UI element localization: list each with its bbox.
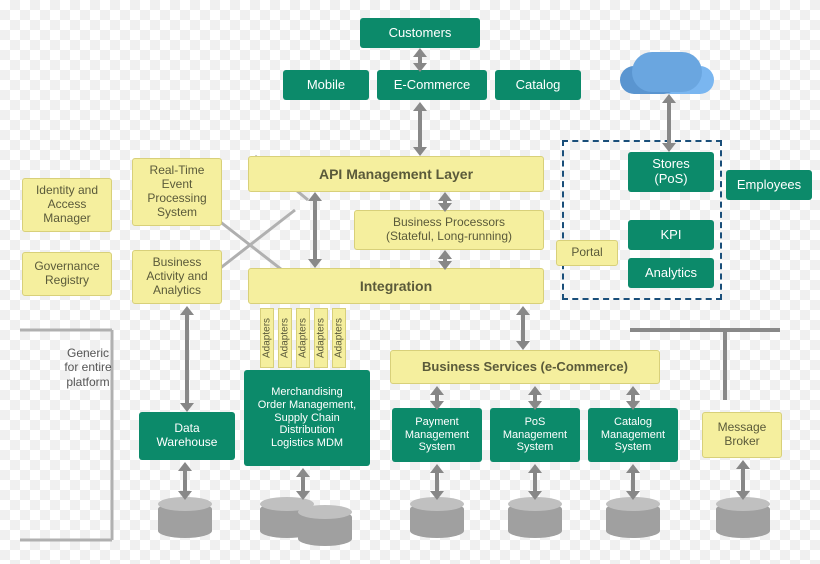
node-employees: Employees — [726, 170, 812, 200]
portal-zone — [562, 140, 722, 300]
node-api-layer: API Management Layer — [248, 156, 544, 192]
node-identity-access: Identity and Access Manager — [22, 178, 112, 232]
db-cylinder-6 — [716, 502, 770, 538]
db-cylinder-3 — [410, 502, 464, 538]
label: Message Broker — [718, 421, 767, 449]
label: Business Services (e-Commerce) — [422, 360, 628, 375]
node-message-broker: Message Broker — [702, 412, 782, 458]
node-payment-mgmt: Payment Management System — [392, 408, 482, 462]
label: E-Commerce — [394, 78, 471, 93]
label: Adapters — [280, 318, 291, 358]
node-customers: Customers — [360, 18, 480, 48]
label-generic-platform: Generic for entire platform — [48, 346, 128, 389]
db-cylinder-1 — [158, 502, 212, 538]
label: Catalog Management System — [601, 416, 665, 454]
label: Generic for entire platform — [64, 346, 111, 389]
adapter-2: Adapters — [278, 308, 292, 368]
label: Adapters — [298, 318, 309, 358]
arrow-bizproc-top — [438, 192, 452, 212]
db-cylinder-2b — [298, 510, 352, 546]
label: Portal — [571, 246, 602, 260]
arrow-srv-pay — [430, 386, 444, 410]
label: Merchandising Order Management, Supply C… — [258, 386, 356, 449]
node-mobile: Mobile — [283, 70, 369, 100]
node-catalog-mgmt: Catalog Management System — [588, 408, 678, 462]
label: Business Activity and Analytics — [146, 256, 207, 297]
label: Integration — [360, 278, 432, 294]
arrow-dw-top — [180, 306, 194, 412]
label: Real-Time Event Processing System — [147, 164, 206, 219]
node-business-services: Business Services (e-Commerce) — [390, 350, 660, 384]
label: Customers — [389, 26, 452, 41]
node-governance: Governance Registry — [22, 252, 112, 296]
node-integration: Integration — [248, 268, 544, 304]
label: Adapters — [334, 318, 345, 358]
label: Catalog — [516, 78, 561, 93]
node-business-processors: Business Processors (Stateful, Long-runn… — [354, 210, 544, 250]
arrow-srv-cat — [626, 386, 640, 410]
arrow-srv-pos — [528, 386, 542, 410]
cloud-icon — [632, 52, 702, 92]
node-ecommerce: E-Commerce — [377, 70, 487, 100]
node-realtime-event: Real-Time Event Processing System — [132, 158, 222, 226]
arrow-customers — [413, 48, 427, 72]
label: Business Processors (Stateful, Long-runn… — [386, 216, 512, 244]
label: Employees — [737, 178, 801, 193]
arrow-cloud — [662, 94, 676, 152]
label: Payment Management System — [405, 416, 469, 454]
db-cylinder-4 — [508, 502, 562, 538]
adapter-5: Adapters — [332, 308, 346, 368]
adapter-3: Adapters — [296, 308, 310, 368]
arrow-db-5 — [626, 464, 640, 500]
label: API Management Layer — [319, 166, 473, 182]
label: Adapters — [316, 318, 327, 358]
node-catalog: Catalog — [495, 70, 581, 100]
adapter-1: Adapters — [260, 308, 274, 368]
label: Mobile — [307, 78, 345, 93]
arrow-db-2 — [296, 468, 310, 500]
arrow-left-stack-1 — [308, 192, 322, 268]
arrow-api-top — [413, 102, 427, 156]
arrow-db-3 — [430, 464, 444, 500]
label: Data Warehouse — [157, 422, 218, 450]
node-data-warehouse: Data Warehouse — [139, 412, 235, 460]
arrow-bizproc-btm — [438, 250, 452, 270]
label: Adapters — [262, 318, 273, 358]
node-pos-mgmt: PoS Management System — [490, 408, 580, 462]
db-cylinder-5 — [606, 502, 660, 538]
arrow-db-6 — [736, 460, 750, 500]
label: PoS Management System — [503, 416, 567, 454]
label: Governance Registry — [34, 260, 99, 288]
arrow-db-1 — [178, 462, 192, 500]
adapter-4: Adapters — [314, 308, 328, 368]
arrow-db-4 — [528, 464, 542, 500]
arrow-integration-services — [516, 306, 530, 350]
node-merchandising: Merchandising Order Management, Supply C… — [244, 370, 370, 466]
node-ba-analytics: Business Activity and Analytics — [132, 250, 222, 304]
node-portal: Portal — [556, 240, 618, 266]
label: Identity and Access Manager — [36, 184, 98, 225]
